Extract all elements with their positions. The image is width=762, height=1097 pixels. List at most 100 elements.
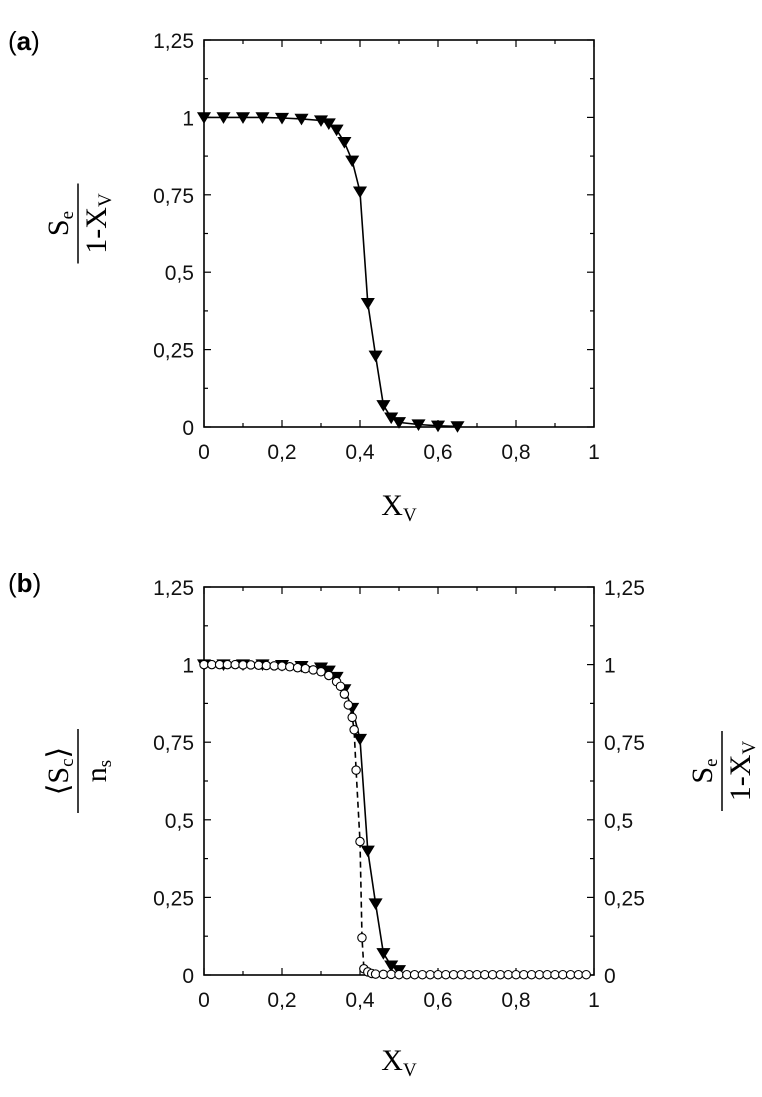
series-line-b-1 xyxy=(204,663,587,976)
data-point-circle xyxy=(308,665,318,675)
y-axis-label-left-b: ⟨Sc⟩ns xyxy=(42,729,116,813)
y-tick-label-a: 1 xyxy=(182,107,194,130)
panel-label-b: (b) xyxy=(8,568,41,598)
data-point-triangle xyxy=(450,421,465,433)
y-right-tick-label-b: 0 xyxy=(604,965,616,988)
y-tick-label-b: 0 xyxy=(182,965,194,988)
data-point-circle xyxy=(503,969,513,980)
y-tick-label-b: 1,25 xyxy=(153,577,194,600)
data-point-circle xyxy=(581,969,591,980)
data-point-circle xyxy=(550,969,560,980)
data-point-circle xyxy=(300,663,311,674)
data-point-triangle xyxy=(391,417,407,429)
data-point-circle xyxy=(425,969,435,980)
data-point-circle xyxy=(558,969,568,980)
data-point-circle xyxy=(222,659,233,670)
data-point-triangle xyxy=(360,845,375,858)
data-point-triangle xyxy=(360,297,375,310)
y-right-tick-label-b: 1 xyxy=(604,655,616,678)
data-point-triangle xyxy=(294,113,309,126)
x-tick-label-b: 0,8 xyxy=(501,989,530,1012)
y-axis-label-right-b-numerator: Se xyxy=(686,758,722,783)
data-point-triangle xyxy=(345,155,360,168)
data-point-circle xyxy=(487,969,498,980)
x-tick-label-a: 0,4 xyxy=(345,441,375,464)
x-axis-label-a: XV xyxy=(381,489,417,526)
data-point-circle xyxy=(316,666,326,677)
data-point-triangle xyxy=(368,898,383,911)
plot-frame-b xyxy=(203,586,595,976)
data-point-circle xyxy=(448,969,459,980)
y-axis-label-left-b-numerator: ⟨Sc⟩ xyxy=(42,747,78,796)
data-point-triangle xyxy=(411,419,426,431)
series-line-b-0 xyxy=(204,663,400,971)
y-axis-label-right-b: Se 1-XV xyxy=(686,731,760,811)
data-point-circle xyxy=(253,660,264,670)
data-point-triangle xyxy=(376,948,391,960)
y-tick-label-b: 0,5 xyxy=(165,810,194,833)
y-tick-label-b: 1 xyxy=(182,655,194,678)
data-point-triangle xyxy=(321,118,336,131)
data-point-circle xyxy=(565,969,576,980)
data-point-circle xyxy=(335,681,346,692)
y-axis-label-left-b-denominator: ns xyxy=(80,760,116,782)
data-point-triangle xyxy=(376,400,391,412)
data-point-circle xyxy=(347,712,357,723)
data-point-circle xyxy=(573,969,584,980)
data-point-circle xyxy=(269,661,279,671)
data-point-triangle xyxy=(196,112,212,124)
data-point-circle xyxy=(351,765,361,775)
data-point-circle xyxy=(277,661,287,671)
y-axis-label-a-numerator: Se xyxy=(42,211,78,236)
data-point-triangle xyxy=(337,136,352,149)
data-point-triangle xyxy=(329,124,344,137)
data-point-circle xyxy=(230,659,240,670)
x-tick-label-a: 0 xyxy=(198,441,210,464)
data-point-circle xyxy=(357,933,367,943)
data-point-circle xyxy=(199,659,209,670)
data-point-circle xyxy=(417,969,428,980)
data-point-triangle xyxy=(352,186,368,199)
panel-a: (a) 0 0,2 0,4 0,6 0,8 1 0 0,25 0,5 0,75 1 1,25 XV Se 1-… xyxy=(8,26,600,526)
data-point-triangle xyxy=(216,112,231,124)
data-point-circle xyxy=(207,659,217,670)
data-point-circle xyxy=(386,969,396,980)
data-point-circle xyxy=(409,969,420,980)
y-right-tick-label-b: 1,25 xyxy=(604,577,645,600)
plot-frame-a xyxy=(203,39,595,428)
x-tick-label-b: 0,4 xyxy=(345,989,375,1012)
panel-label-a: (a) xyxy=(8,26,40,56)
panel-b: (b)0 0,2 0,4 0,6 0,8 10 00,25 0,250,5 0,50,75 0,7… xyxy=(8,568,760,1081)
data-point-circle xyxy=(370,969,381,979)
y-tick-label-a: 0,5 xyxy=(165,262,194,285)
data-point-triangle xyxy=(274,112,290,125)
data-point-circle xyxy=(534,969,545,980)
x-tick-label-a: 1 xyxy=(588,441,600,464)
data-point-circle xyxy=(495,969,506,980)
data-point-circle xyxy=(433,969,443,980)
y-tick-label-a: 0,75 xyxy=(153,185,194,208)
data-point-circle xyxy=(542,969,552,980)
data-point-circle xyxy=(285,662,295,672)
data-point-circle xyxy=(355,836,365,847)
data-point-circle xyxy=(339,689,350,699)
y-axis-label-a: Se 1-XV xyxy=(42,183,116,264)
data-point-circle xyxy=(519,969,529,980)
data-point-triangle xyxy=(255,112,270,124)
x-tick-label-a: 0,6 xyxy=(423,441,452,464)
data-point-circle xyxy=(349,725,359,735)
data-point-circle xyxy=(378,969,389,980)
data-point-circle xyxy=(472,969,482,980)
data-point-triangle xyxy=(352,733,368,746)
data-point-circle xyxy=(214,659,225,670)
x-axis-label-b: XV xyxy=(381,1044,417,1081)
data-point-circle xyxy=(402,969,412,980)
y-axis-label-a-denominator: 1-XV xyxy=(80,193,116,254)
data-point-triangle xyxy=(368,350,383,363)
data-point-circle xyxy=(526,969,537,980)
data-point-circle xyxy=(261,660,272,671)
data-point-circle xyxy=(292,662,303,673)
data-point-circle xyxy=(511,969,521,980)
y-right-tick-label-b: 0,25 xyxy=(604,887,645,910)
